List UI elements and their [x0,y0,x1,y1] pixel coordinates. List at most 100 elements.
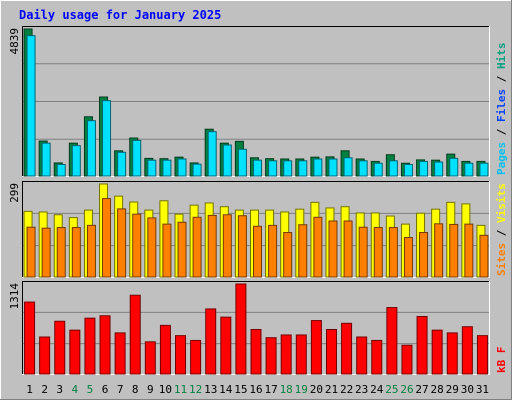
series-files [26,35,489,177]
bar-kb-f-day-23 [356,336,368,375]
bar-sites-day-29 [449,223,459,278]
bar-files-day-16 [253,159,262,177]
day-label-19: 19 [295,383,308,396]
bar-files-day-27 [419,160,429,177]
bar-kb-f-day-29 [446,332,458,375]
bar-files-day-5 [86,120,96,177]
bar-files-day-7 [117,151,127,177]
day-label-14: 14 [219,383,233,396]
bar-sites-day-31 [479,234,489,278]
bar-files-day-24 [373,162,383,177]
bar-kb-f-day-26 [401,344,413,375]
legend-part: Visits [495,183,508,223]
bar-sites-day-14 [222,214,232,278]
bar-files-day-14 [222,144,232,177]
legend-part: / [495,122,508,142]
bar-sites-day-8 [132,213,142,278]
ymax-label: 1314 [8,283,21,310]
bar-kb-f-day-28 [431,329,443,375]
legend-part: Sites [495,243,508,276]
bar-kb-f-day-16 [250,328,262,375]
day-label-22: 22 [340,383,353,396]
day-label-29: 29 [446,383,459,396]
panel-legend-label: Pages / Files / Hits [495,43,508,176]
bar-files-day-4 [71,145,81,177]
bar-sites-day-11 [177,221,187,278]
day-label-24: 24 [370,383,384,396]
bar-kb-f-day-27 [416,315,428,375]
bar-kb-f-day-5 [84,317,96,375]
day-label-7: 7 [117,383,124,396]
bar-kb-f-day-9 [144,341,156,375]
bar-kb-f-day-14 [220,316,232,375]
bar-sites-day-23 [358,226,368,278]
bar-files-day-23 [358,160,368,177]
bar-kb-f-day-11 [175,335,187,375]
day-label-17: 17 [264,383,277,396]
bar-files-day-15 [237,148,247,177]
legend-part: kB F [495,347,508,374]
panel-legend-label: kB F [495,347,508,374]
bar-sites-day-22 [343,220,353,278]
series-kb-f [24,283,488,375]
bar-files-day-12 [192,163,202,177]
bar-sites-day-20 [313,216,323,278]
ymax-label: 299 [8,183,21,203]
bar-kb-f-day-4 [69,329,81,375]
day-label-11: 11 [174,383,187,396]
bar-kb-f-day-20 [310,320,322,375]
day-label-5: 5 [87,383,94,396]
chart-title: Daily usage for January 2025 [19,8,221,22]
bar-sites-day-30 [464,223,474,278]
panel-legend-label: Sites / Visits [495,183,508,276]
day-label-1: 1 [26,383,33,396]
day-label-25: 25 [385,383,398,396]
day-label-2: 2 [41,383,48,396]
panel-hits-files-pages: 4839 Pages / Files / Hits [8,26,508,177]
bar-files-day-28 [434,161,444,177]
legend-part: Files [495,89,508,122]
day-label-16: 16 [249,383,262,396]
bar-sites-day-17 [268,224,278,278]
bar-files-day-31 [479,162,489,177]
legend-part: / [495,223,508,243]
day-label-8: 8 [132,383,139,396]
bar-kb-f-day-22 [341,322,353,375]
bar-files-day-22 [343,157,353,177]
bar-files-day-13 [207,131,217,177]
bar-kb-f-day-15 [235,283,247,375]
bar-files-day-3 [56,163,66,177]
bar-sites-day-16 [253,225,262,278]
bar-sites-day-26 [403,237,413,278]
bar-files-day-10 [162,159,172,177]
legend-part: Hits [495,43,508,70]
bar-sites-day-27 [419,232,429,278]
bar-files-day-1 [26,35,36,177]
bar-kb-f-day-31 [476,335,488,375]
bar-kb-f-day-12 [190,339,202,375]
day-label-12: 12 [189,383,202,396]
bar-sites-day-10 [162,223,172,278]
bar-sites-day-7 [117,208,127,278]
legend-part: / [495,69,508,89]
bar-sites-day-1 [26,226,36,278]
day-label-28: 28 [431,383,444,396]
day-label-31: 31 [476,383,489,396]
series-sites [26,198,489,278]
day-label-27: 27 [415,383,428,396]
bar-kb-f-day-18 [280,334,292,375]
bar-kb-f-day-10 [159,324,171,375]
day-label-6: 6 [102,383,109,396]
bar-sites-day-25 [388,227,398,278]
bar-sites-day-3 [56,227,66,278]
ymax-label: 4839 [8,28,21,55]
bar-sites-day-12 [192,216,202,278]
bar-sites-day-28 [434,223,444,278]
day-label-10: 10 [159,383,172,396]
bar-kb-f-day-17 [265,337,277,375]
bar-kb-f-day-6 [99,315,111,375]
bar-kb-f-day-19 [295,334,307,375]
bar-files-day-20 [313,158,323,177]
